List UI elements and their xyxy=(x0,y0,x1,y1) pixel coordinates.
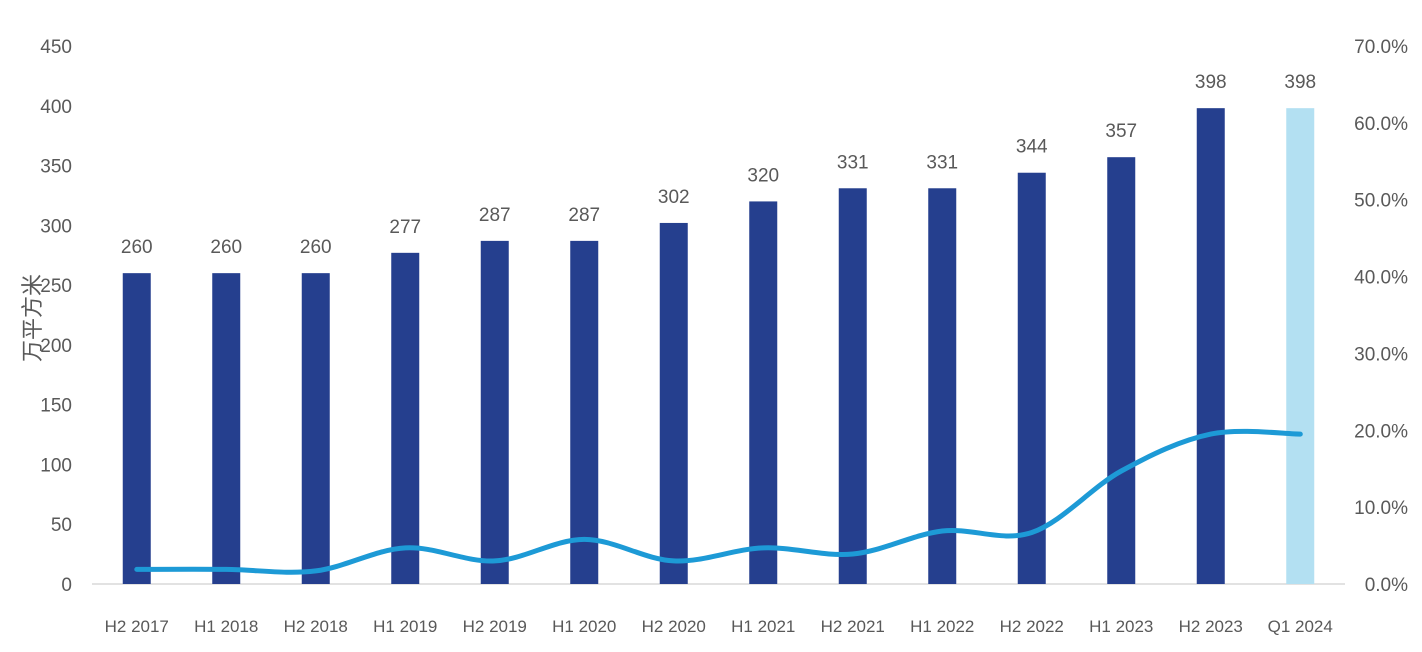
y-tick-label: 100 xyxy=(40,455,72,476)
data-label: 302 xyxy=(658,187,690,208)
data-label: 287 xyxy=(568,205,600,226)
bar xyxy=(659,222,688,585)
bar xyxy=(1286,108,1315,585)
data-label: 331 xyxy=(837,152,869,173)
y2-tick-label: 40.0% xyxy=(1354,268,1408,289)
data-label: 277 xyxy=(389,217,421,238)
data-label: 260 xyxy=(121,237,153,258)
y2-tick-label: 70.0% xyxy=(1354,37,1408,58)
x-tick-label: H2 2020 xyxy=(642,617,706,636)
y-tick-label: 350 xyxy=(40,157,72,178)
x-tick-label: H2 2017 xyxy=(105,617,169,636)
x-tick-label: H1 2019 xyxy=(373,617,437,636)
y-tick-label: 150 xyxy=(40,396,72,417)
bar xyxy=(1107,157,1136,585)
x-axis-ticks: H2 2017 H1 2018 H2 2018 H1 2019 H2 2019 H1 20… xyxy=(105,617,1333,636)
bar xyxy=(570,240,599,584)
data-label: 398 xyxy=(1195,72,1227,93)
bar xyxy=(838,188,867,584)
x-tick-label: H1 2020 xyxy=(552,617,616,636)
data-label: 287 xyxy=(479,205,511,226)
y-tick-label: 250 xyxy=(40,276,72,297)
y-tick-label: 50 xyxy=(51,515,72,536)
y-axis-label: 万平方米 xyxy=(21,274,46,362)
x-tick-label: H1 2022 xyxy=(910,617,974,636)
y-tick-label: 450 xyxy=(40,37,72,58)
bar xyxy=(1017,172,1046,584)
bar xyxy=(212,273,241,584)
y2-tick-label: 50.0% xyxy=(1354,191,1408,212)
y-tick-label: 200 xyxy=(40,336,72,357)
bar xyxy=(301,273,330,584)
data-label: 320 xyxy=(747,165,779,186)
data-label: 344 xyxy=(1016,137,1048,158)
x-tick-label: H1 2018 xyxy=(194,617,258,636)
y2-tick-label: 30.0% xyxy=(1354,344,1408,365)
data-label: 357 xyxy=(1105,121,1137,142)
bar-series xyxy=(122,108,1315,585)
y-axis-ticks: 0 50 100 150 200 250 300 350 400 450 xyxy=(40,37,72,596)
y2-tick-label: 0.0% xyxy=(1365,575,1408,596)
bar xyxy=(391,252,420,584)
bar xyxy=(122,273,151,584)
y-tick-label: 400 xyxy=(40,97,72,118)
x-tick-label: H2 2021 xyxy=(821,617,885,636)
x-tick-label: H2 2023 xyxy=(1179,617,1243,636)
x-tick-label: H1 2021 xyxy=(731,617,795,636)
data-labels: 260 260 260 277 287 287 302 320 331 331 344 357 398 3… xyxy=(121,72,1316,258)
x-tick-label: H2 2018 xyxy=(284,617,348,636)
y2-tick-label: 20.0% xyxy=(1354,421,1408,442)
data-label: 398 xyxy=(1284,72,1316,93)
x-tick-label: H2 2022 xyxy=(1000,617,1064,636)
y-tick-label: 300 xyxy=(40,216,72,237)
y2-tick-label: 60.0% xyxy=(1354,114,1408,135)
x-tick-label: H1 2023 xyxy=(1089,617,1153,636)
data-label: 260 xyxy=(210,237,242,258)
y2-axis-ticks: 0.0% 10.0% 20.0% 30.0% 40.0% 50.0% 60.0% 70.0% xyxy=(1354,37,1408,596)
data-label: 331 xyxy=(926,152,958,173)
line-series xyxy=(134,428,1303,575)
y2-tick-label: 10.0% xyxy=(1354,498,1408,519)
y-tick-label: 0 xyxy=(61,575,72,596)
bar xyxy=(749,201,778,584)
x-tick-label: H2 2019 xyxy=(463,617,527,636)
x-tick-label: Q1 2024 xyxy=(1268,617,1333,636)
bar xyxy=(1196,108,1225,585)
bar xyxy=(928,188,957,584)
data-label: 260 xyxy=(300,237,332,258)
bar xyxy=(480,240,509,584)
